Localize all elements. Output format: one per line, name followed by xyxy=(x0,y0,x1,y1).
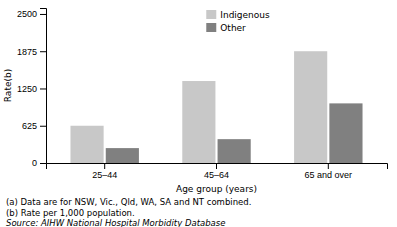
x-axis-title: Age group (years) xyxy=(176,184,257,194)
source-note: Source: AIHW National Hospital Morbidity… xyxy=(6,218,225,227)
y-axis-line xyxy=(40,9,47,164)
bar xyxy=(329,103,362,163)
bar xyxy=(106,148,139,163)
y-tick-mark xyxy=(40,88,46,89)
y-tick: 625 xyxy=(22,121,46,131)
y-tick-mark xyxy=(40,126,46,127)
y-tick: 1875 xyxy=(17,47,46,57)
legend-label: Other xyxy=(220,23,246,33)
y-tick-label: 0 xyxy=(32,158,37,168)
legend-swatch xyxy=(206,10,216,19)
y-axis-title: Rate(b) xyxy=(3,69,13,102)
y-tick-mark xyxy=(40,51,46,52)
bar xyxy=(70,126,103,163)
x-tick: 45–64 xyxy=(204,163,229,180)
bar xyxy=(218,139,251,163)
y-tick: 2500 xyxy=(17,9,46,19)
y-tick-label: 2500 xyxy=(17,9,37,19)
bar xyxy=(182,81,215,163)
x-axis: 25–44 45–64 65 and over xyxy=(47,163,388,180)
y-tick-label: 1875 xyxy=(17,47,37,57)
legend-item: Indigenous xyxy=(206,10,270,20)
y-tick-mark xyxy=(40,163,46,164)
legend-item: Other xyxy=(206,23,246,33)
y-tick: 1250 xyxy=(17,84,46,94)
bar xyxy=(294,51,327,163)
bars xyxy=(70,51,362,163)
y-tick-label: 625 xyxy=(22,121,37,131)
legend-swatch xyxy=(206,23,216,32)
y-tick-label: 1250 xyxy=(17,84,37,94)
x-tick-label: 45–64 xyxy=(204,170,229,180)
legend-label: Indigenous xyxy=(220,10,270,20)
y-tick-mark xyxy=(40,14,46,15)
chart: 25–44 45–64 65 and over 0 625 1250 1875 2500 Ind… xyxy=(0,0,397,227)
x-tick: 65 and over xyxy=(305,163,353,180)
y-axis: 0 625 1250 1875 2500 xyxy=(17,9,47,169)
x-tick: 25–44 xyxy=(92,163,117,180)
x-axis-line xyxy=(47,164,388,170)
y-tick: 0 xyxy=(32,158,46,168)
x-tick-mark xyxy=(104,163,105,169)
x-tick-mark xyxy=(216,163,217,169)
footnote: (a) Data are for NSW, Vic., Qld, WA, SA … xyxy=(6,197,251,207)
x-tick-label: 25–44 xyxy=(92,170,117,180)
plot: 25–44 45–64 65 and over 0 625 1250 1875 2500 Ind… xyxy=(17,9,388,181)
legend: Indigenous Other xyxy=(206,10,270,33)
x-tick-mark xyxy=(328,163,329,169)
x-tick-label: 65 and over xyxy=(305,170,353,180)
footnote: (b) Rate per 1,000 population. xyxy=(6,208,135,218)
